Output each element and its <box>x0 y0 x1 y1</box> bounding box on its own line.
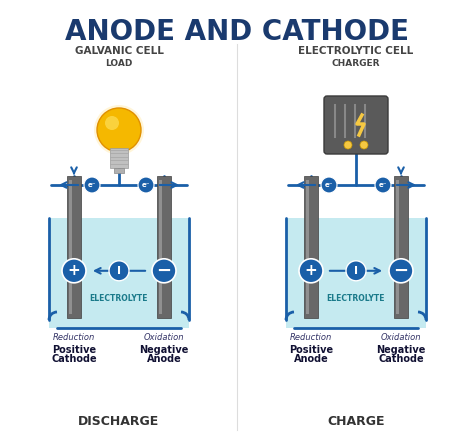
Bar <box>67 176 81 318</box>
Text: +: + <box>305 263 318 278</box>
Text: LOAD: LOAD <box>105 59 133 68</box>
Text: I: I <box>117 266 121 276</box>
Bar <box>110 148 128 168</box>
Bar <box>49 218 189 328</box>
Circle shape <box>62 259 86 283</box>
Circle shape <box>299 259 323 283</box>
Text: ANODE AND CATHODE: ANODE AND CATHODE <box>65 18 409 46</box>
Text: Oxidation: Oxidation <box>144 333 184 342</box>
Circle shape <box>344 141 352 149</box>
Bar <box>114 168 124 173</box>
Text: e⁻: e⁻ <box>379 182 387 188</box>
Circle shape <box>94 105 144 155</box>
Text: GALVANIC CELL: GALVANIC CELL <box>74 46 164 56</box>
FancyBboxPatch shape <box>324 96 388 154</box>
Text: Negative: Negative <box>139 345 189 355</box>
Text: −: − <box>393 262 409 280</box>
Circle shape <box>375 177 391 193</box>
Text: Positive: Positive <box>52 345 96 355</box>
Text: Oxidation: Oxidation <box>381 333 421 342</box>
Bar <box>157 176 171 318</box>
Text: −: − <box>156 262 172 280</box>
Bar <box>304 176 318 318</box>
Text: CHARGE: CHARGE <box>327 415 385 428</box>
Text: Positive: Positive <box>289 345 333 355</box>
Bar <box>394 176 408 318</box>
Text: I: I <box>354 266 358 276</box>
Text: e⁻: e⁻ <box>142 182 150 188</box>
Text: e⁻: e⁻ <box>325 182 333 188</box>
Circle shape <box>360 141 368 149</box>
Circle shape <box>109 261 129 281</box>
Bar <box>159 180 162 314</box>
Text: ELECTROLYTIC CELL: ELECTROLYTIC CELL <box>298 46 414 56</box>
Text: Reduction: Reduction <box>290 333 332 342</box>
Text: CHARGER: CHARGER <box>332 59 380 68</box>
Text: Anode: Anode <box>146 354 182 364</box>
Circle shape <box>97 108 141 152</box>
Circle shape <box>105 116 119 130</box>
Text: DISCHARGE: DISCHARGE <box>78 415 160 428</box>
Circle shape <box>346 261 366 281</box>
Bar <box>396 180 399 314</box>
Text: Cathode: Cathode <box>51 354 97 364</box>
Text: Negative: Negative <box>376 345 426 355</box>
Circle shape <box>389 259 413 283</box>
Bar <box>69 180 72 314</box>
Circle shape <box>138 177 154 193</box>
Bar <box>306 180 309 314</box>
Circle shape <box>84 177 100 193</box>
Text: e⁻: e⁻ <box>88 182 96 188</box>
Text: Reduction: Reduction <box>53 333 95 342</box>
Text: Anode: Anode <box>293 354 328 364</box>
Bar <box>286 218 426 328</box>
Text: ELECTROLYTE: ELECTROLYTE <box>90 294 148 303</box>
Text: +: + <box>68 263 81 278</box>
Circle shape <box>152 259 176 283</box>
Text: ELECTROLYTE: ELECTROLYTE <box>327 294 385 303</box>
Circle shape <box>321 177 337 193</box>
Text: Cathode: Cathode <box>378 354 424 364</box>
